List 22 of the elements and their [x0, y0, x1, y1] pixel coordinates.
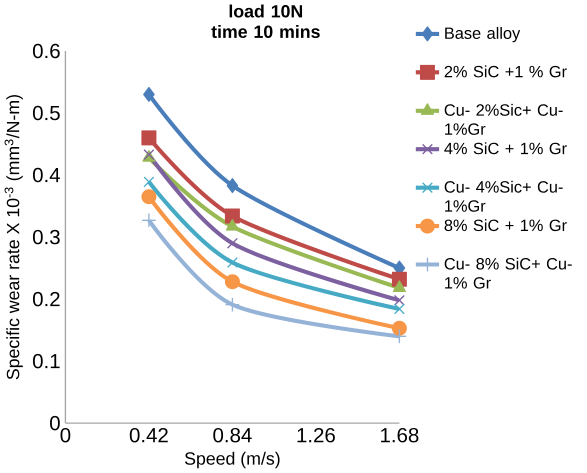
legend-label: 4% SiC + 1% Gr — [444, 142, 567, 154]
y-tick-label: 0.6 — [32, 44, 60, 58]
x-tick-label: 0.42 — [130, 428, 168, 442]
x-tick-label: 0.84 — [213, 428, 252, 442]
y-tick-label: 0 — [50, 416, 60, 430]
x-tick-label: 1.26 — [298, 428, 335, 442]
x-axis-title: Speed (m/s) — [184, 452, 280, 468]
y-axis-title: Specific wear rate X 10$^{-3}$ (mm$^{3}$/N-m) — [4, 95, 23, 380]
legend-label: 8% SiC + 1% Gr — [444, 219, 567, 232]
legend-label: Base alloy — [445, 27, 520, 42]
y-tick-label: 0.3 — [32, 230, 60, 244]
legend-label: Cu- 8% SiC+ Cu-1% Gr — [444, 258, 572, 289]
legend-label: Cu- 4%Sic+ Cu-1%Gr — [444, 180, 563, 212]
legend-label: Cu- 2%Sic+ Cu-1%Gr — [444, 104, 563, 135]
legend-label: 2% SiC +1 % Gr — [444, 65, 567, 78]
y-tick-label: 0.2 — [32, 292, 60, 306]
chart-title: load 10N time 10 mins — [211, 4, 320, 38]
x-tick-label: 0 — [60, 428, 70, 442]
y-tick-label: 0.1 — [32, 354, 60, 368]
y-tick-label: 0.4 — [32, 168, 60, 182]
y-tick-label: 0.5 — [32, 106, 60, 120]
x-tick-label: 1.68 — [381, 428, 418, 442]
